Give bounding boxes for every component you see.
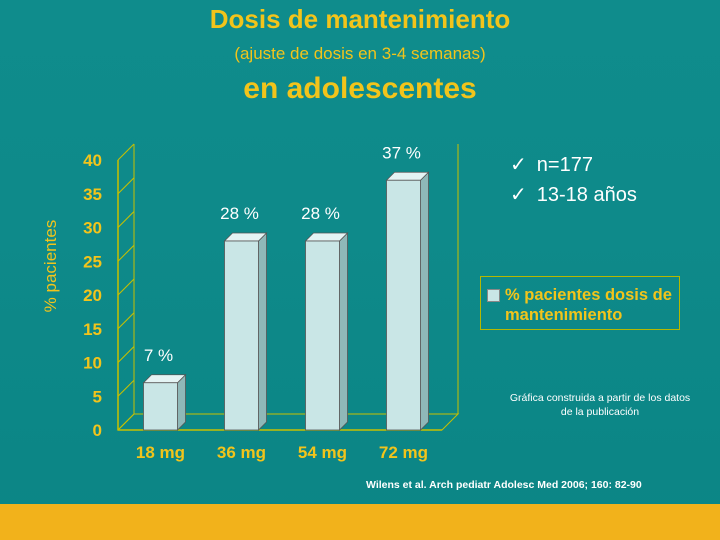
- y-tick-label: 15: [83, 320, 102, 339]
- bullet-item: ✓ n=177: [510, 150, 637, 180]
- y-tick-diagonal: [117, 278, 135, 296]
- bar-top: [304, 232, 349, 242]
- y-tick-label: 0: [93, 421, 102, 440]
- y-tick-label: 25: [83, 252, 102, 271]
- y-tick-diagonal: [117, 211, 135, 228]
- chart-legend: % pacientes dosis de mantenimiento: [480, 276, 680, 330]
- y-tick-diagonal: [117, 312, 135, 330]
- y-tick-diagonal: [117, 346, 135, 363]
- y-tick-diagonal: [117, 177, 135, 195]
- data-label: 28 %: [220, 204, 259, 223]
- slide-title-2: en adolescentes: [243, 72, 477, 105]
- x-tick-label: 72 mg: [379, 443, 428, 462]
- bar-side: [420, 171, 429, 431]
- y-tick-label: 20: [83, 286, 102, 305]
- check-icon: ✓: [510, 184, 527, 206]
- footer-bar: [0, 504, 720, 540]
- y-tick-diagonal: [117, 413, 135, 431]
- bar-top: [223, 232, 268, 242]
- bar-side: [258, 232, 267, 431]
- x-tick-label: 36 mg: [217, 443, 266, 462]
- x-tick-label: 18 mg: [136, 443, 185, 462]
- slide-subtitle: (ajuste de dosis en 3-4 semanas): [234, 44, 486, 63]
- y-tick-diagonal: [117, 379, 135, 397]
- slide-title: Dosis de mantenimiento: [209, 4, 511, 34]
- y-tick-label: 10: [83, 354, 102, 373]
- bar-side: [339, 232, 348, 431]
- y-tick-label: 40: [83, 151, 102, 170]
- citation: Wilens et al. Arch pediatr Adolesc Med 2…: [366, 479, 642, 491]
- bullet-list: ✓ n=177 ✓ 13-18 años: [510, 150, 637, 210]
- chart-note: Gráfica construida a partir de los datos…: [509, 392, 691, 418]
- y-tick-diagonal: [117, 143, 135, 161]
- bar-top: [385, 171, 430, 181]
- check-icon: ✓: [510, 154, 527, 176]
- bar: [224, 240, 259, 431]
- y-tick-label: 30: [83, 219, 102, 238]
- data-label: 7 %: [144, 346, 173, 365]
- x-tick-label: 54 mg: [298, 443, 347, 462]
- bar: [143, 382, 178, 431]
- data-label: 37 %: [382, 143, 421, 162]
- y-tick-label: 5: [93, 387, 102, 406]
- bar-top: [142, 374, 187, 384]
- bullet-item: ✓ 13-18 años: [510, 180, 637, 210]
- bar-side: [177, 373, 186, 431]
- bullet-text: n=177: [536, 154, 593, 176]
- bullet-text: 13-18 años: [536, 184, 637, 206]
- legend-label: % pacientes dosis de mantenimiento: [505, 286, 672, 324]
- data-label: 28 %: [301, 204, 340, 223]
- y-tick-label: 35: [83, 185, 102, 204]
- bar: [386, 179, 421, 431]
- y-tick-diagonal: [117, 244, 135, 262]
- legend-swatch: [487, 289, 500, 302]
- y-axis-label: % pacientes: [41, 220, 60, 313]
- bar: [305, 240, 340, 431]
